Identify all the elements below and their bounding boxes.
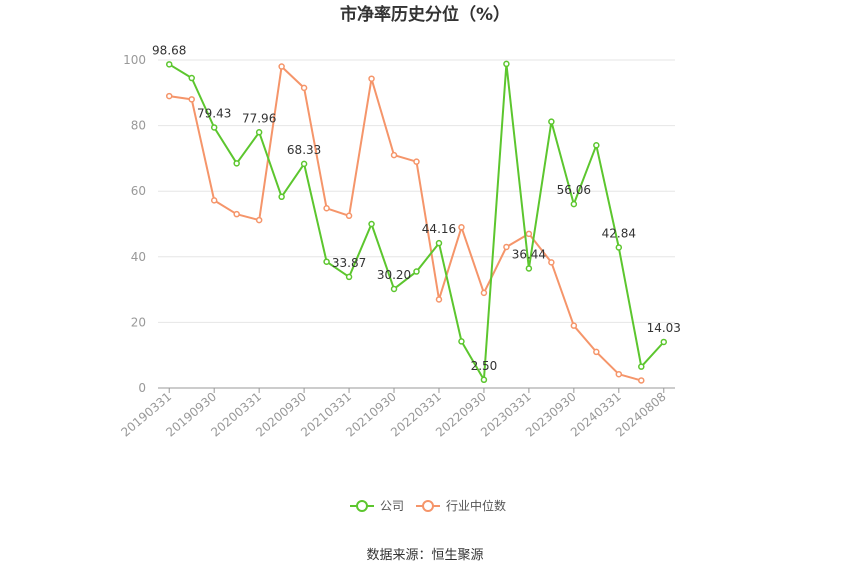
series-0-point[interactable]	[638, 363, 645, 370]
series-1-point[interactable]	[278, 63, 285, 70]
series-layer	[165, 60, 668, 384]
series-0-point[interactable]	[660, 338, 668, 346]
legend-marker-icon	[356, 500, 368, 512]
data-label: 98.68	[152, 43, 186, 57]
y-tick-label: 60	[131, 184, 146, 198]
legend-marker-icon	[422, 500, 434, 512]
legend[interactable]: 公司 行业中位数	[350, 498, 506, 513]
series-0-point[interactable]	[413, 268, 420, 275]
series-0-point[interactable]	[435, 239, 443, 247]
chart-title: 市净率历史分位（%）	[340, 4, 510, 25]
series-1-point[interactable]	[300, 84, 308, 92]
series-0-point[interactable]	[300, 160, 308, 168]
series-1-point[interactable]	[368, 75, 375, 82]
series-line-1	[169, 65, 642, 382]
series-0-point[interactable]	[570, 200, 578, 208]
series-1-point[interactable]	[165, 92, 173, 100]
series-1-point[interactable]	[323, 205, 330, 212]
series-0-point[interactable]	[548, 118, 555, 125]
legend-item-0[interactable]: 公司	[350, 499, 404, 513]
series-0-point[interactable]	[165, 61, 173, 68]
series-1-point[interactable]	[615, 370, 623, 378]
series-1-point[interactable]	[458, 224, 465, 231]
legend-label: 行业中位数	[446, 498, 506, 513]
y-tick-label: 20	[131, 315, 146, 329]
gridlines	[158, 59, 675, 323]
series-1-point[interactable]	[503, 243, 510, 251]
data-labels: 98.68 79.43 77.96 68.33 33.87 30.20 44.16 2.50 3…	[152, 43, 681, 372]
series-0-point[interactable]	[480, 376, 488, 384]
data-label: 30.20	[377, 268, 411, 282]
series-1-point[interactable]	[435, 296, 443, 303]
y-tick-label: 100	[123, 53, 146, 67]
series-1-point[interactable]	[413, 158, 420, 165]
series-0-point[interactable]	[210, 124, 218, 131]
series-1-point[interactable]	[345, 212, 353, 220]
data-label: 36.44	[512, 247, 546, 261]
legend-item-1[interactable]: 行业中位数	[416, 498, 506, 513]
series-1-point[interactable]	[390, 151, 398, 159]
series-1-point[interactable]	[188, 96, 195, 103]
data-label: 14.03	[647, 321, 681, 335]
series-0-point[interactable]	[188, 74, 195, 82]
data-label: 79.43	[197, 106, 231, 120]
data-label: 2.50	[471, 359, 498, 373]
data-label: 56.06	[557, 183, 591, 197]
source-note: 数据来源：恒生聚源	[366, 548, 483, 563]
data-label: 42.84	[602, 226, 636, 240]
y-tick-label: 0	[138, 381, 146, 395]
data-label: 68.33	[287, 143, 321, 157]
series-0-point[interactable]	[593, 142, 600, 149]
series-0-point[interactable]	[525, 265, 533, 272]
legend-label: 公司	[380, 499, 404, 513]
series-1-point[interactable]	[480, 289, 488, 297]
series-1-point[interactable]	[210, 197, 218, 204]
series-1-point[interactable]	[255, 216, 263, 224]
series-1-point[interactable]	[525, 230, 533, 238]
series-1-point[interactable]	[638, 377, 645, 384]
series-0-point[interactable]	[458, 338, 465, 345]
data-label: 77.96	[242, 111, 276, 125]
y-tick-label: 40	[131, 250, 146, 264]
series-0-point[interactable]	[278, 193, 285, 201]
series-0-point[interactable]	[368, 220, 375, 228]
series-0-point[interactable]	[390, 285, 398, 293]
series-0-point[interactable]	[503, 60, 510, 68]
data-label: 44.16	[422, 222, 456, 236]
series-1-point[interactable]	[593, 348, 600, 356]
series-0-point[interactable]	[255, 129, 263, 136]
series-1-point[interactable]	[548, 259, 555, 266]
x-tick-label: 20240808	[613, 390, 669, 440]
series-1-point[interactable]	[570, 322, 578, 329]
data-label: 33.87	[332, 256, 366, 270]
series-0-point[interactable]	[615, 244, 623, 251]
series-0-point[interactable]	[323, 258, 330, 265]
y-tick-label: 80	[131, 119, 146, 133]
series-1-point[interactable]	[233, 210, 240, 218]
series-0-point[interactable]	[345, 273, 353, 281]
series-0-point[interactable]	[233, 160, 240, 167]
